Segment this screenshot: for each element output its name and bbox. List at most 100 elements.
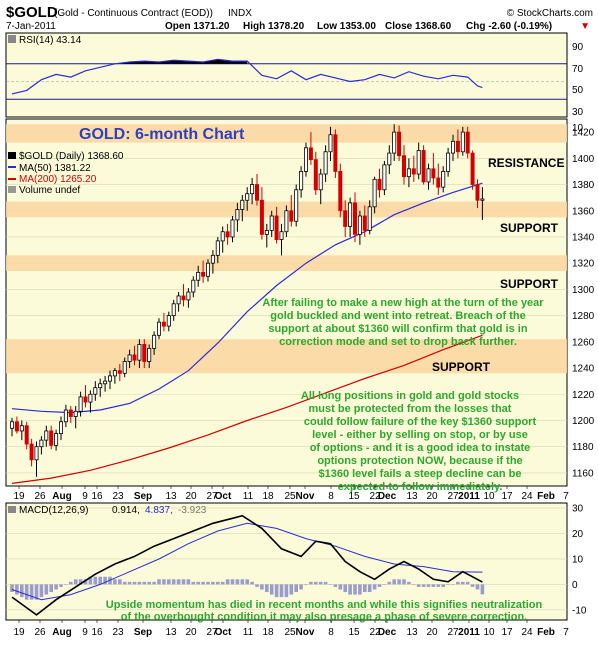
candle-body	[132, 354, 137, 361]
x-axis-label: 9	[82, 491, 88, 502]
annotation-2-line: expected to follow immediately.	[338, 481, 503, 493]
volume-legend-swatch	[8, 186, 16, 193]
macd-hist-bar	[220, 581, 225, 585]
x-axis-label: Nov	[296, 491, 315, 502]
candle-body	[279, 231, 284, 240]
macd-hist-bar	[304, 584, 308, 585]
candle-body	[161, 321, 166, 327]
candle-body	[284, 210, 289, 233]
candle-body	[308, 147, 313, 161]
candle-body	[117, 370, 122, 374]
price-tick: 1320	[572, 259, 595, 270]
macd-hist-bar	[137, 581, 142, 585]
candle-body	[362, 215, 367, 231]
macd-legend-label: MACD(12,26,9)	[19, 505, 88, 516]
macd-hist-bar	[456, 581, 460, 585]
macd-hist-bar	[64, 584, 68, 585]
annotation-2-line: could follow failure of the key $1360 su…	[304, 416, 537, 428]
price-tick: 1360	[572, 206, 595, 217]
macd-hist-bar	[387, 581, 392, 585]
price-tick: 1420	[572, 128, 595, 139]
high-value: High 1378.20	[243, 21, 305, 32]
candlesticks	[9, 124, 485, 477]
macd-hist-bar	[39, 584, 44, 598]
candle-body	[460, 131, 465, 153]
macd-hist-bar	[289, 584, 294, 595]
candle-body	[274, 215, 279, 240]
candle-body	[63, 409, 68, 423]
price-tick: 1280	[572, 311, 595, 322]
rsi-legend-swatch	[8, 35, 16, 43]
macd-hist-bar	[118, 579, 122, 585]
support-label-3: SUPPORT	[432, 360, 491, 374]
candle-body	[14, 421, 19, 432]
x-axis-label: Feb	[537, 627, 555, 638]
macd-hist-bar	[49, 584, 53, 593]
macd-hist-bar	[343, 584, 347, 593]
price-tick: 1200	[572, 416, 595, 427]
macd-signal-line	[11, 522, 483, 601]
macd-hist-bar	[475, 584, 480, 590]
price-tick: 1220	[572, 390, 595, 401]
x-axis-label: Oct	[215, 491, 232, 502]
macd-tick: 30	[572, 504, 584, 515]
macd-hist-bar	[421, 584, 426, 587]
candle-body	[431, 168, 436, 179]
x-axis-label: 24	[521, 627, 533, 638]
macd-hist-bar	[480, 584, 485, 595]
macd-hist-bar	[265, 584, 269, 593]
candle-body	[127, 354, 132, 362]
macd-hist-bar	[245, 579, 249, 585]
candle-body	[83, 396, 88, 403]
macd-hist-bar	[260, 584, 264, 590]
candle-body	[220, 231, 225, 242]
macd-hist-legend-value: -3.923	[178, 505, 207, 516]
annotation-2: All long positions in gold and gold stoc…	[301, 390, 537, 493]
candle-body	[411, 168, 416, 175]
macd-hist-bar	[431, 584, 436, 587]
macd-legend-swatch	[8, 506, 16, 513]
macd-hist-bar	[127, 581, 132, 585]
candle-body	[108, 375, 113, 382]
candle-body	[98, 383, 103, 389]
candle-body	[299, 171, 304, 191]
macd-annotation-line: Upside momentum has died in recent month…	[106, 599, 543, 611]
macd-hist-bar	[358, 584, 362, 595]
rsi-line	[11, 58, 483, 95]
macd-panel-background	[5, 502, 568, 621]
macd-hist-bar	[78, 579, 83, 585]
x-axis-label: 20	[185, 627, 197, 638]
macd-hist-bar	[225, 579, 230, 585]
support-band-1250	[6, 339, 567, 374]
chart-exchange: INDX	[228, 8, 252, 19]
candle-body	[201, 271, 206, 277]
macd-histogram	[10, 576, 485, 600]
price-tick: 1380	[572, 180, 595, 191]
macd-hist-bar	[34, 584, 39, 600]
candle-body	[176, 295, 181, 305]
candle-body	[401, 155, 406, 178]
x-axis-label: 19	[13, 627, 25, 638]
chart-date: 7-Jan-2011	[6, 21, 56, 32]
candle-body	[259, 199, 264, 235]
x-axis-label: 16	[91, 491, 103, 502]
candle-body	[235, 209, 240, 221]
rsi-panel: RSI(14) 43.14 90 70 50 30 10	[5, 32, 584, 134]
annotation-1-line: correction mode and set to drop back fur…	[279, 336, 517, 348]
x-axis-label: 22	[369, 627, 381, 638]
annotation-1-line: support at about $1360 will confirm that…	[268, 323, 527, 335]
candle-body	[44, 430, 49, 441]
macd-hist-bar	[426, 584, 431, 587]
macd-hist-bar	[191, 581, 196, 585]
x-axis-label: 11	[243, 491, 254, 502]
macd-hist-bar	[181, 579, 186, 585]
candle-body	[171, 303, 176, 317]
price-tick: 1240	[572, 364, 595, 375]
candle-body	[328, 134, 333, 153]
candle-body	[88, 393, 93, 403]
macd-hist-bar	[441, 584, 445, 587]
candle-body	[152, 334, 157, 349]
x-axis-label: 26	[34, 627, 46, 638]
candle-body	[352, 202, 357, 235]
macd-hist-bar	[59, 584, 63, 587]
